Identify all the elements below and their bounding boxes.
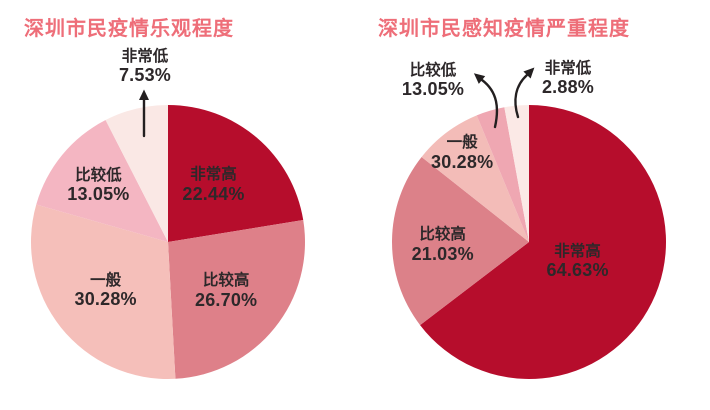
pie-slice-relatively-low [476, 107, 529, 243]
pie-slice-relatively-low [36, 120, 168, 242]
arrow-head [523, 67, 535, 79]
pie-slice-very-low [504, 105, 529, 242]
pie-slice-relatively-high [392, 156, 529, 326]
optimism-pie-chart: 深圳市民疫情乐观程度 非常高 22.44% 比较高 26.70% 一般 30.28% 比较低… [24, 18, 305, 379]
pie-slice-average [421, 115, 529, 242]
pie-slice-very-high [168, 105, 304, 242]
callout-arrow-icon [473, 73, 499, 129]
severity-pie-chart: 深圳市民感知疫情严重程度 非常高 64.63% 比较高 21.03% 一般 30.28% 比… [355, 0, 710, 410]
pie-slice-relatively-high [168, 220, 305, 379]
optimism-pie-canvas [31, 89, 305, 379]
pie-slice-average [31, 204, 176, 379]
severity-chart-title: 深圳市民感知疫情严重程度 [378, 18, 630, 40]
callout-arrow-icon [514, 67, 535, 119]
optimism-chart-title: 深圳市民疫情乐观程度 [24, 18, 234, 40]
callout-arrow-icon [139, 89, 149, 138]
arrow-head [473, 73, 486, 84]
severity-pie-canvas [392, 67, 667, 379]
arrow-head [139, 89, 149, 100]
pie-slice-very-low [105, 104, 168, 242]
pie-slice-very-high [420, 105, 667, 379]
